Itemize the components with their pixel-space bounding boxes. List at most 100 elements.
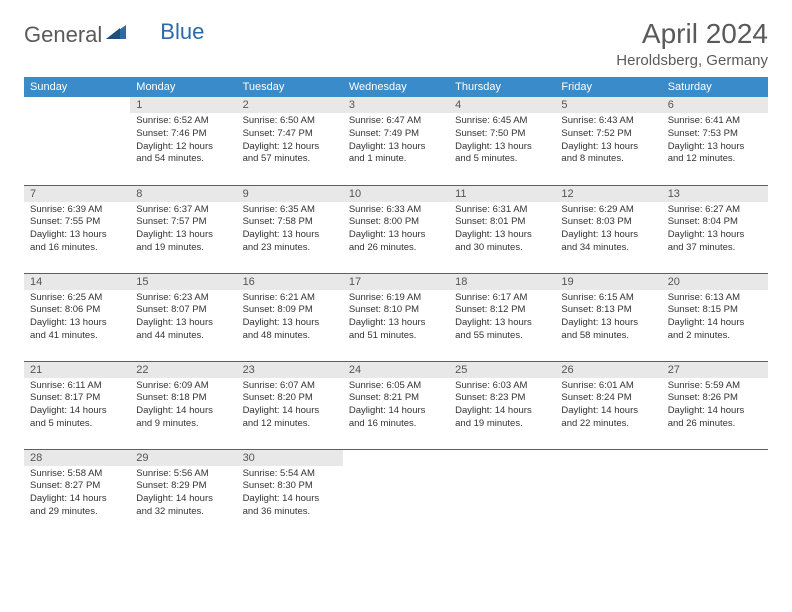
day-cell: 14Sunrise: 6:25 AMSunset: 8:06 PMDayligh… xyxy=(24,273,130,361)
day-cell: 28Sunrise: 5:58 AMSunset: 8:27 PMDayligh… xyxy=(24,449,130,537)
logo-text-1: General xyxy=(24,22,102,48)
day-number: 28 xyxy=(24,450,130,466)
day-number: 30 xyxy=(237,450,343,466)
daylight-text: Daylight: 13 hours and 58 minutes. xyxy=(561,317,655,343)
day-content: Sunrise: 6:31 AMSunset: 8:01 PMDaylight:… xyxy=(449,202,555,259)
day-content: Sunrise: 5:56 AMSunset: 8:29 PMDaylight:… xyxy=(130,466,236,523)
day-content: Sunrise: 6:15 AMSunset: 8:13 PMDaylight:… xyxy=(555,290,661,347)
daylight-text: Daylight: 13 hours and 19 minutes. xyxy=(136,229,230,255)
weekday-header: Friday xyxy=(555,77,661,97)
sunset-text: Sunset: 7:47 PM xyxy=(243,128,337,141)
day-content: Sunrise: 6:11 AMSunset: 8:17 PMDaylight:… xyxy=(24,378,130,435)
day-cell: 16Sunrise: 6:21 AMSunset: 8:09 PMDayligh… xyxy=(237,273,343,361)
sunrise-text: Sunrise: 5:56 AM xyxy=(136,468,230,481)
day-content: Sunrise: 6:25 AMSunset: 8:06 PMDaylight:… xyxy=(24,290,130,347)
daylight-text: Daylight: 14 hours and 2 minutes. xyxy=(668,317,762,343)
weekday-header: Sunday xyxy=(24,77,130,97)
day-cell: 2Sunrise: 6:50 AMSunset: 7:47 PMDaylight… xyxy=(237,97,343,185)
sunset-text: Sunset: 7:57 PM xyxy=(136,216,230,229)
sunrise-text: Sunrise: 6:11 AM xyxy=(30,380,124,393)
day-cell: 25Sunrise: 6:03 AMSunset: 8:23 PMDayligh… xyxy=(449,361,555,449)
day-number: 8 xyxy=(130,186,236,202)
sunrise-text: Sunrise: 6:35 AM xyxy=(243,204,337,217)
sunset-text: Sunset: 7:58 PM xyxy=(243,216,337,229)
day-number: 12 xyxy=(555,186,661,202)
sunrise-text: Sunrise: 5:59 AM xyxy=(668,380,762,393)
day-content: Sunrise: 6:07 AMSunset: 8:20 PMDaylight:… xyxy=(237,378,343,435)
day-number: 16 xyxy=(237,274,343,290)
day-cell: 29Sunrise: 5:56 AMSunset: 8:29 PMDayligh… xyxy=(130,449,236,537)
sunset-text: Sunset: 7:52 PM xyxy=(561,128,655,141)
sunrise-text: Sunrise: 6:03 AM xyxy=(455,380,549,393)
day-number: 22 xyxy=(130,362,236,378)
day-content: Sunrise: 5:59 AMSunset: 8:26 PMDaylight:… xyxy=(662,378,768,435)
day-number: 15 xyxy=(130,274,236,290)
day-number: 1 xyxy=(130,97,236,113)
sunrise-text: Sunrise: 6:15 AM xyxy=(561,292,655,305)
day-cell: 21Sunrise: 6:11 AMSunset: 8:17 PMDayligh… xyxy=(24,361,130,449)
daylight-text: Daylight: 14 hours and 26 minutes. xyxy=(668,405,762,431)
sunrise-text: Sunrise: 6:05 AM xyxy=(349,380,443,393)
sunrise-text: Sunrise: 6:47 AM xyxy=(349,115,443,128)
day-cell: 13Sunrise: 6:27 AMSunset: 8:04 PMDayligh… xyxy=(662,185,768,273)
sunset-text: Sunset: 8:26 PM xyxy=(668,392,762,405)
sunset-text: Sunset: 8:21 PM xyxy=(349,392,443,405)
day-content: Sunrise: 6:05 AMSunset: 8:21 PMDaylight:… xyxy=(343,378,449,435)
day-number: 21 xyxy=(24,362,130,378)
day-cell: 22Sunrise: 6:09 AMSunset: 8:18 PMDayligh… xyxy=(130,361,236,449)
sunrise-text: Sunrise: 5:54 AM xyxy=(243,468,337,481)
day-content: Sunrise: 6:17 AMSunset: 8:12 PMDaylight:… xyxy=(449,290,555,347)
sunrise-text: Sunrise: 6:13 AM xyxy=(668,292,762,305)
sunset-text: Sunset: 8:12 PM xyxy=(455,304,549,317)
day-number: 17 xyxy=(343,274,449,290)
weekday-header: Thursday xyxy=(449,77,555,97)
sunset-text: Sunset: 8:13 PM xyxy=(561,304,655,317)
day-content: Sunrise: 6:21 AMSunset: 8:09 PMDaylight:… xyxy=(237,290,343,347)
daylight-text: Daylight: 14 hours and 12 minutes. xyxy=(243,405,337,431)
day-number: 2 xyxy=(237,97,343,113)
day-cell xyxy=(343,449,449,537)
week-row: 1Sunrise: 6:52 AMSunset: 7:46 PMDaylight… xyxy=(24,97,768,185)
sunset-text: Sunset: 8:04 PM xyxy=(668,216,762,229)
day-cell: 6Sunrise: 6:41 AMSunset: 7:53 PMDaylight… xyxy=(662,97,768,185)
daylight-text: Daylight: 13 hours and 1 minute. xyxy=(349,141,443,167)
day-content: Sunrise: 5:58 AMSunset: 8:27 PMDaylight:… xyxy=(24,466,130,523)
sunset-text: Sunset: 8:00 PM xyxy=(349,216,443,229)
sunset-text: Sunset: 8:27 PM xyxy=(30,480,124,493)
day-content: Sunrise: 6:09 AMSunset: 8:18 PMDaylight:… xyxy=(130,378,236,435)
day-cell: 24Sunrise: 6:05 AMSunset: 8:21 PMDayligh… xyxy=(343,361,449,449)
sunset-text: Sunset: 8:01 PM xyxy=(455,216,549,229)
daylight-text: Daylight: 14 hours and 32 minutes. xyxy=(136,493,230,519)
day-number: 24 xyxy=(343,362,449,378)
weekday-header: Saturday xyxy=(662,77,768,97)
calendar-page: General Blue April 2024 Heroldsberg, Ger… xyxy=(0,0,792,555)
sunset-text: Sunset: 8:24 PM xyxy=(561,392,655,405)
day-number: 29 xyxy=(130,450,236,466)
day-content: Sunrise: 6:39 AMSunset: 7:55 PMDaylight:… xyxy=(24,202,130,259)
sunset-text: Sunset: 8:09 PM xyxy=(243,304,337,317)
week-row: 7Sunrise: 6:39 AMSunset: 7:55 PMDaylight… xyxy=(24,185,768,273)
day-content: Sunrise: 6:52 AMSunset: 7:46 PMDaylight:… xyxy=(130,113,236,170)
day-number: 7 xyxy=(24,186,130,202)
day-cell: 27Sunrise: 5:59 AMSunset: 8:26 PMDayligh… xyxy=(662,361,768,449)
week-row: 21Sunrise: 6:11 AMSunset: 8:17 PMDayligh… xyxy=(24,361,768,449)
sunset-text: Sunset: 8:20 PM xyxy=(243,392,337,405)
day-number: 4 xyxy=(449,97,555,113)
day-cell: 7Sunrise: 6:39 AMSunset: 7:55 PMDaylight… xyxy=(24,185,130,273)
day-number: 9 xyxy=(237,186,343,202)
day-cell xyxy=(555,449,661,537)
week-row: 28Sunrise: 5:58 AMSunset: 8:27 PMDayligh… xyxy=(24,449,768,537)
day-content: Sunrise: 6:47 AMSunset: 7:49 PMDaylight:… xyxy=(343,113,449,170)
daylight-text: Daylight: 13 hours and 34 minutes. xyxy=(561,229,655,255)
daylight-text: Daylight: 14 hours and 16 minutes. xyxy=(349,405,443,431)
sunrise-text: Sunrise: 6:29 AM xyxy=(561,204,655,217)
day-cell: 15Sunrise: 6:23 AMSunset: 8:07 PMDayligh… xyxy=(130,273,236,361)
daylight-text: Daylight: 14 hours and 19 minutes. xyxy=(455,405,549,431)
daylight-text: Daylight: 13 hours and 12 minutes. xyxy=(668,141,762,167)
title-block: April 2024 Heroldsberg, Germany xyxy=(616,18,768,69)
daylight-text: Daylight: 13 hours and 55 minutes. xyxy=(455,317,549,343)
day-number: 5 xyxy=(555,97,661,113)
calendar-table: SundayMondayTuesdayWednesdayThursdayFrid… xyxy=(24,77,768,537)
day-content: Sunrise: 6:35 AMSunset: 7:58 PMDaylight:… xyxy=(237,202,343,259)
title-location: Heroldsberg, Germany xyxy=(616,52,768,69)
